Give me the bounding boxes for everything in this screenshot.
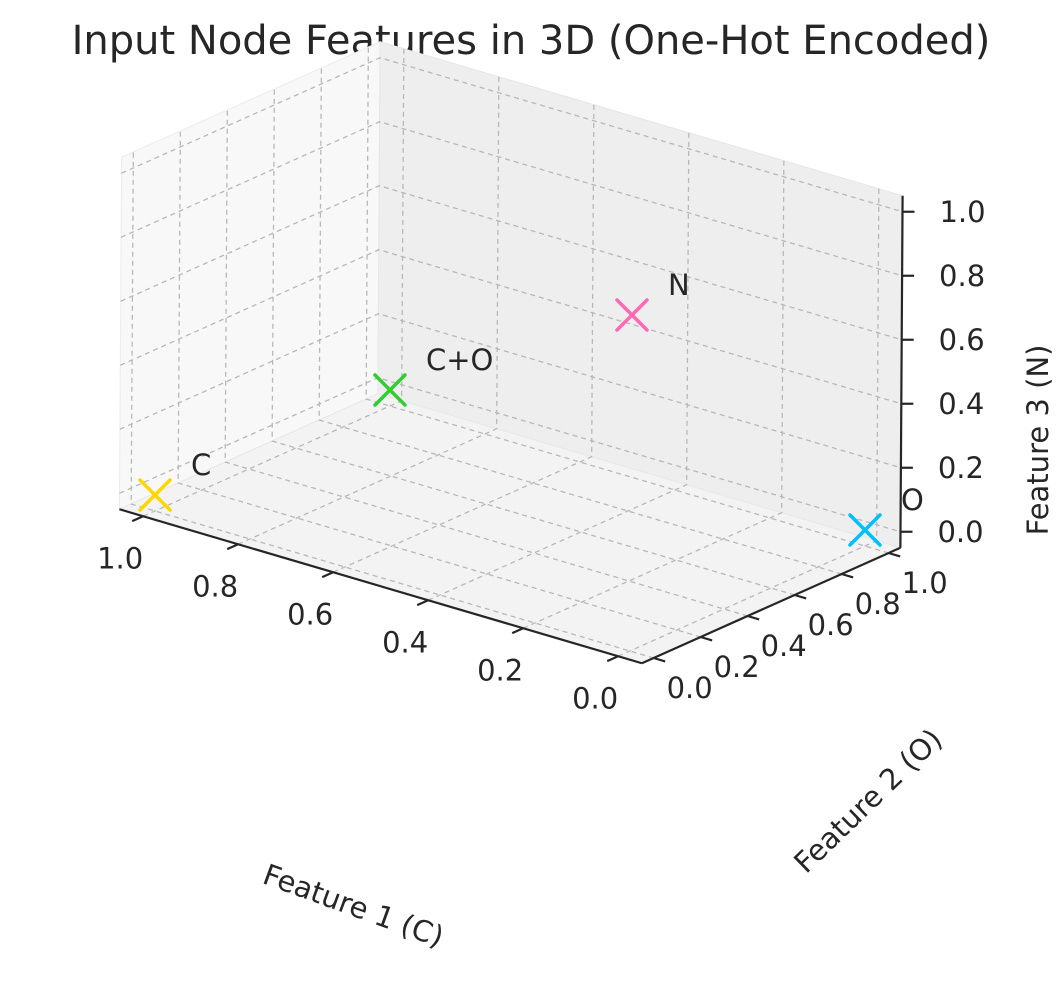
- y-tick-label: 0.2: [714, 650, 760, 684]
- y-tick-label: 0.6: [808, 608, 854, 642]
- tick-labels: 0.00.20.40.60.81.00.00.20.40.60.81.00.00…: [97, 195, 985, 716]
- point-marker-stroke: [848, 513, 882, 547]
- y-tick-mark: [888, 551, 901, 558]
- y-tick-label: 0.4: [761, 629, 807, 663]
- grid-line-y: [130, 151, 654, 659]
- grid-line-y: [271, 88, 795, 596]
- data-point: [848, 513, 882, 547]
- y-tick-label: 0.0: [667, 671, 713, 705]
- z-tick-label: 0.4: [938, 387, 984, 421]
- x-tick-mark: [321, 571, 334, 579]
- z-axis-label: Feature 3 (N): [1021, 345, 1055, 536]
- x-tick-label: 0.4: [382, 625, 428, 659]
- x-tick-label: 0.6: [287, 597, 333, 631]
- x-tick-mark: [131, 515, 144, 523]
- grid-line-y: [365, 46, 889, 554]
- point-marker-stroke: [138, 478, 172, 512]
- point-label: N: [668, 268, 690, 302]
- grid-line-y: [224, 109, 748, 617]
- y-tick-mark: [841, 572, 854, 579]
- grid-line-z: [120, 121, 903, 277]
- y-tick-mark: [653, 656, 666, 663]
- point-label: O: [901, 483, 924, 517]
- x-tick-label: 0.8: [192, 569, 238, 603]
- x-axis-label: Feature 1 (C): [259, 857, 449, 954]
- data-points: C O N C+O: [138, 268, 924, 547]
- y-tick-mark: [794, 593, 807, 600]
- grid-line-z: [119, 313, 902, 469]
- axis-panes: [117, 40, 904, 664]
- data-point: [373, 373, 407, 407]
- x-tick-mark: [416, 599, 429, 607]
- z-tick-label: 0.8: [939, 259, 985, 293]
- grid-lines: [119, 46, 903, 659]
- x-tick-label: 1.0: [97, 541, 143, 575]
- grid-line-z: [120, 249, 902, 405]
- z-tick-label: 0.6: [939, 323, 985, 357]
- grid-line-y: [177, 130, 701, 638]
- y-axis-label: Feature 2 (O): [787, 722, 949, 880]
- grid-line-y: [318, 67, 842, 575]
- x-tick-label: 0.2: [477, 653, 523, 687]
- x-tick-mark: [606, 655, 619, 663]
- y-tick-label: 0.8: [855, 587, 901, 621]
- y-tick-mark: [747, 614, 760, 621]
- z-tick-label: 0.2: [938, 451, 984, 485]
- grid-line-x: [237, 76, 500, 545]
- point-marker-stroke: [615, 298, 649, 332]
- grid-line-x: [522, 160, 785, 629]
- y-axis-line: [641, 546, 901, 665]
- point-label: C: [191, 448, 211, 482]
- axis-lines: [119, 195, 915, 665]
- x-tick-label: 0.0: [572, 681, 618, 715]
- x-axis-line: [119, 508, 643, 665]
- data-point: [138, 478, 172, 512]
- grid-line-x: [427, 132, 690, 601]
- y-tick-mark: [700, 635, 713, 642]
- point-marker-stroke: [373, 373, 407, 407]
- chart-title: Input Node Features in 3D (One-Hot Encod…: [72, 18, 991, 64]
- grid-line-x: [332, 104, 595, 573]
- point-label: C+O: [426, 343, 493, 377]
- grid-line-z: [120, 185, 902, 341]
- z-tick-label: 0.0: [937, 515, 983, 549]
- data-point: [615, 298, 649, 332]
- x-tick-mark: [511, 627, 524, 635]
- z-tick-label: 1.0: [939, 195, 985, 229]
- grid-line-z: [121, 57, 903, 213]
- y-tick-label: 1.0: [902, 566, 948, 600]
- z-axis-line: [899, 195, 904, 548]
- x-tick-mark: [226, 543, 239, 551]
